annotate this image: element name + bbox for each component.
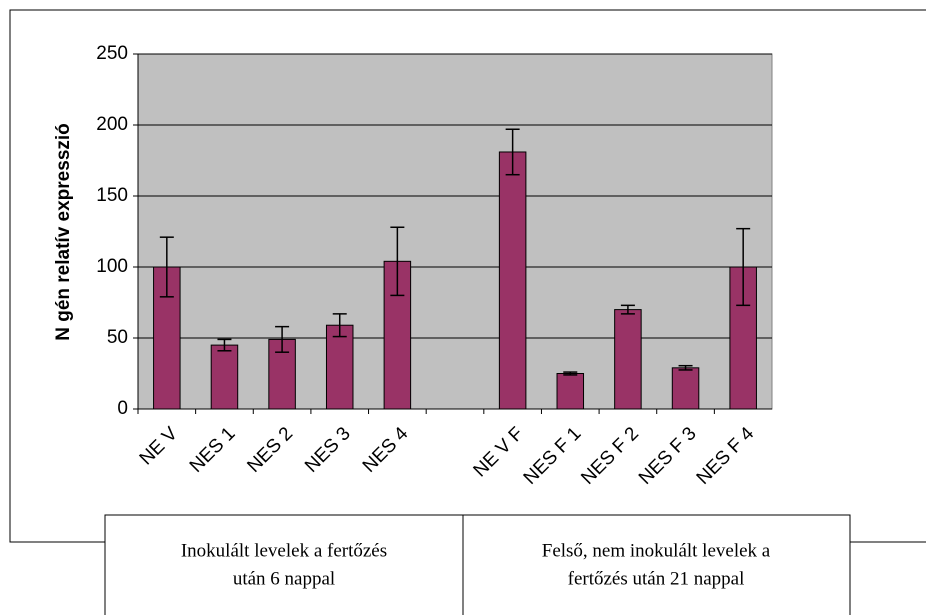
bar: [498, 151, 527, 410]
bar: [325, 324, 354, 410]
y-tick-label: 0: [117, 398, 128, 419]
table-text: fertőzés után 21 nappal: [568, 568, 745, 589]
bar: [671, 367, 700, 410]
plot-area: [137, 53, 773, 410]
table-text: Felső, nem inokulált levelek a: [542, 540, 771, 561]
bar: [210, 344, 239, 410]
table-text: Inokulált levelek a fertőzés: [181, 540, 387, 561]
y-tick-label: 200: [96, 114, 128, 135]
table-cell: [104, 514, 464, 615]
y-axis-label: N gén relatív expresszió: [53, 123, 74, 341]
y-tick-label: 50: [107, 327, 128, 348]
bar: [556, 373, 585, 410]
y-tick-label: 100: [96, 256, 128, 277]
y-tick-label: 250: [96, 43, 128, 64]
table-text: után 6 nappal: [233, 568, 335, 589]
bar: [614, 309, 642, 410]
table: Inokulált levelek a fertőzés után 6 napp…: [104, 514, 851, 615]
table-cell: [462, 514, 851, 615]
y-tick-label: 150: [96, 185, 128, 206]
